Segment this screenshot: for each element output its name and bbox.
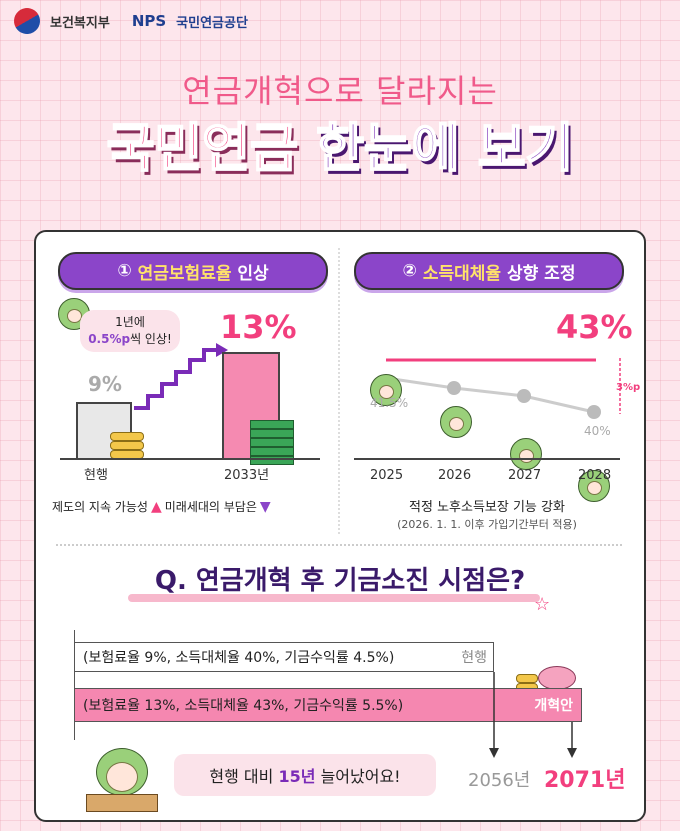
timeline-left-edge [74, 630, 75, 740]
mascot-icon [578, 470, 610, 502]
badge-highlight: 연금보험료율 [137, 263, 232, 284]
footer-sustainability: 제도의 지속 가능성 [52, 500, 148, 514]
section2-badge: ② 소득대체율 상향 조정 [354, 252, 624, 290]
year-label: 2025 [370, 468, 404, 483]
staircase-arrow-icon [134, 343, 228, 410]
mohw-logo-text: 보건복지부 [50, 15, 110, 31]
badge-number: ② [402, 261, 417, 281]
section2-caption: 적정 노후소득보장 기능 강화 [409, 500, 565, 515]
year-label: 2026 [438, 468, 472, 483]
up-arrow-icon: ▲ [150, 498, 162, 515]
timeline-arrows [489, 672, 577, 758]
piggy-bank-icon [512, 666, 576, 692]
section1-footer: 제도의 지속 가능성 ▲ 미래세대의 부담은 ▼ [52, 498, 271, 515]
diff-label: 3%p [616, 382, 641, 393]
current-params: (보험료율 9%, 소득대체율 40%, 기금수익률 4.5%) [83, 650, 395, 666]
new-rate-value: 13% [220, 308, 297, 346]
section1-badge: ① 연금보험료율 인상 [58, 252, 328, 290]
info-card: ① 연금보험료율 인상 1년에 0.5%p씩 인상! 9% 13% 현행 203… [34, 230, 646, 822]
current-tag: 현행 [461, 650, 487, 666]
badge-number: ① [117, 261, 132, 281]
badge-suffix: 인상 [237, 263, 269, 284]
speech-text-a: 현행 대비 [209, 767, 274, 786]
footer-burden: 미래세대의 부담은 [164, 500, 257, 514]
replacement-rate-line-chart [385, 358, 621, 419]
vertical-divider [338, 248, 340, 534]
mascot-icon [370, 374, 402, 406]
section1-baseline [60, 458, 320, 460]
speech-bubble: 1년에 0.5%p씩 인상! [80, 310, 180, 352]
money-stack-icon [250, 420, 294, 465]
replacement-rate-value: 43% [556, 308, 633, 346]
down-arrow-icon: ▼ [259, 498, 271, 515]
coin-stack-icon [110, 432, 144, 459]
depletion-year-current: 2056년 [468, 770, 531, 791]
reform-scenario-bar: (보험료율 13%, 소득대체율 43%, 기금수익률 5.5%) 개혁안 [74, 688, 582, 722]
old-rate-start-label: 41.5% [370, 396, 409, 410]
bubble-line-1: 1년에 [115, 315, 145, 329]
question-underline [128, 594, 540, 602]
reform-tag: 개혁안 [534, 698, 573, 714]
bubble-line-2: 씩 인상! [130, 332, 172, 346]
speech-highlight: 15년 [278, 767, 316, 786]
section2-note: (2026. 1. 1. 이후 가입기간부터 적용) [397, 518, 577, 531]
title-part-2: 한눈에 보기 [315, 118, 574, 180]
mascot-icon [440, 406, 472, 438]
nps-logo-text: 국민연금공단 [176, 15, 248, 31]
star-icon: ☆ [534, 594, 551, 615]
title-part-1: 국민연금 [106, 118, 299, 180]
page-subtitle: 연금개혁으로 달라지는 [182, 72, 498, 110]
old-rate-end-label: 40% [584, 424, 611, 438]
current-label: 현행 [84, 468, 108, 483]
section2-baseline [354, 458, 620, 460]
question-title: Q. 연금개혁 후 기금소진 시점은? [154, 566, 526, 596]
page-title: 국민연금 한눈에 보기 [0, 106, 680, 181]
bubble-highlight: 0.5%p [88, 332, 131, 346]
mascot-icon [510, 438, 542, 470]
current-scenario-bar: (보험료율 9%, 소득대체율 40%, 기금수익률 4.5%) 현행 [74, 642, 494, 672]
badge-suffix: 상향 조정 [506, 263, 576, 284]
logo-bar: 보건복지부 NPS 국민연금공단 [9, 3, 248, 39]
result-speech-bubble: 현행 대비 15년 늘어났어요! [174, 754, 436, 796]
reading-mascot-icon [86, 748, 158, 812]
nps-logo: NPS [131, 12, 167, 30]
year-label: 2027 [508, 468, 542, 483]
government-emblem-icon [9, 3, 45, 39]
current-rate-value: 9% [88, 372, 122, 396]
year-label: 2028 [578, 468, 612, 483]
badge-highlight: 소득대체율 [422, 263, 502, 284]
year-2033-label: 2033년 [224, 468, 270, 483]
speech-text-b: 늘어났어요! [320, 767, 401, 786]
depletion-year-reform: 2071년 [544, 768, 626, 793]
section-divider [56, 544, 622, 546]
reform-params: (보험료율 13%, 소득대체율 43%, 기금수익률 5.5%) [83, 698, 404, 714]
